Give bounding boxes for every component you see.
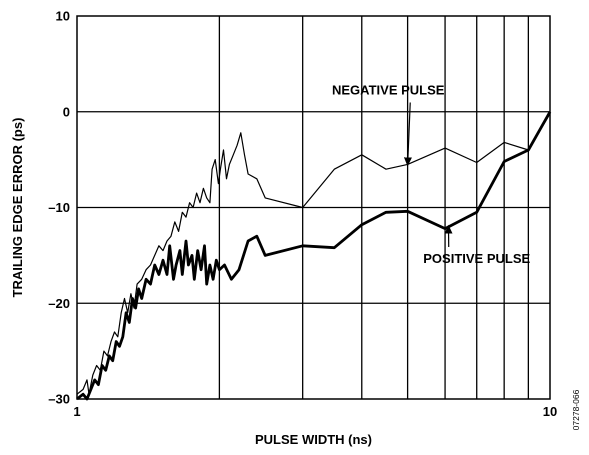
y-tick-label: –20	[48, 296, 70, 311]
figure-id: 07278-066	[571, 389, 581, 430]
annotation-label: NEGATIVE PULSE	[332, 83, 445, 98]
series-layer	[76, 111, 552, 401]
y-tick-label: –10	[48, 200, 70, 215]
annotation-arrow	[403, 102, 412, 167]
y-tick-label: –30	[48, 392, 70, 407]
x-tick-labels: 1 10	[73, 404, 557, 419]
y-tick-labels: –30 –20 –10 0 10	[48, 9, 70, 407]
x-axis-title: PULSE WIDTH (ns)	[255, 432, 372, 447]
annotation-label: POSITIVE PULSE	[423, 251, 530, 266]
annotations: NEGATIVE PULSE POSITIVE PULSE	[332, 83, 531, 267]
x-tick-label: 1	[73, 404, 80, 419]
y-axis-title: TRAILING EDGE ERROR (ps)	[10, 118, 25, 298]
y-tick-label: 10	[56, 9, 70, 24]
series-positive-pulse	[76, 111, 552, 401]
series-negative-pulse	[76, 113, 551, 395]
grid	[77, 16, 550, 399]
plot-frame	[76, 15, 551, 400]
y-tick-label: 0	[63, 104, 70, 119]
x-tick-label: 10	[543, 404, 557, 419]
